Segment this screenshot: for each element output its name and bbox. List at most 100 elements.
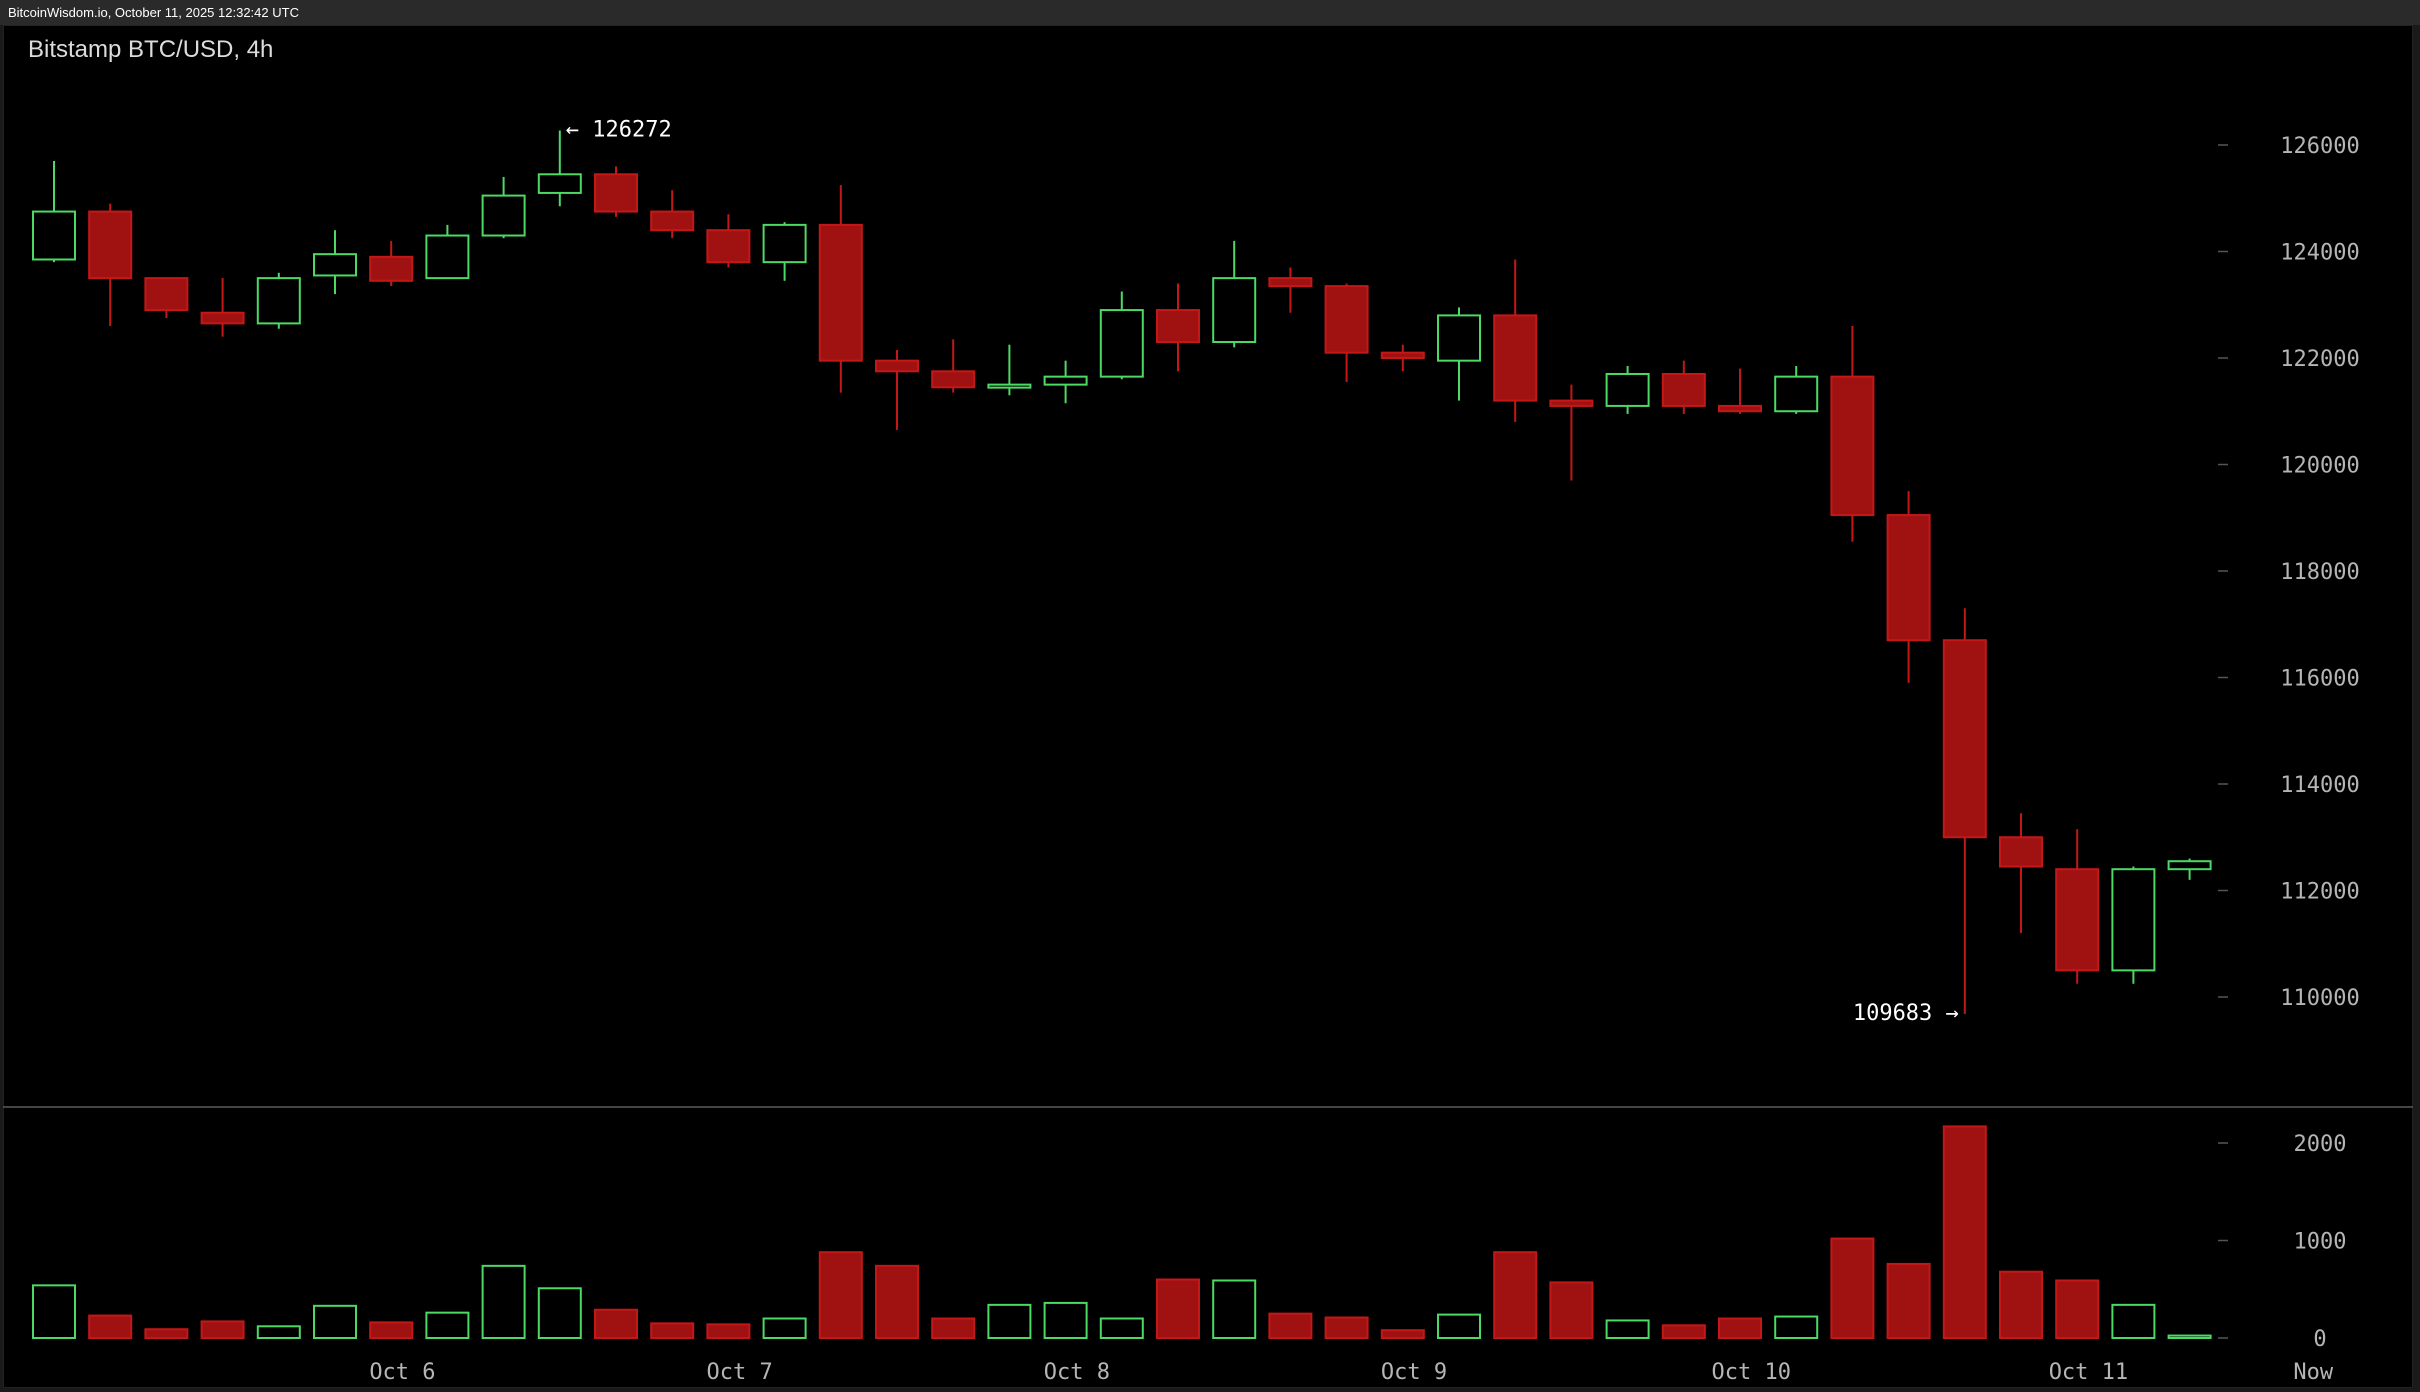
volume-bar-down bbox=[369, 1321, 414, 1340]
volume-bar-up bbox=[2111, 1303, 2156, 1339]
topbar: BitcoinWisdom.io, October 11, 2025 12:32… bbox=[0, 0, 2420, 25]
price-tick-label: 120000 bbox=[2280, 454, 2359, 479]
volume-bar-down bbox=[931, 1317, 976, 1339]
candle-down bbox=[931, 370, 976, 389]
candle-down bbox=[1324, 285, 1369, 354]
candle-up bbox=[537, 173, 582, 194]
volume-bar-up bbox=[1212, 1279, 1257, 1339]
volume-bar-up bbox=[256, 1325, 301, 1340]
candle-down bbox=[650, 210, 695, 232]
volume-bar-up bbox=[1099, 1317, 1144, 1339]
chart-title: Bitstamp BTC/USD, 4h bbox=[28, 36, 274, 63]
candle-down bbox=[875, 359, 919, 373]
volume-bar-down bbox=[200, 1320, 245, 1340]
candle-up bbox=[2111, 868, 2156, 972]
candle-down bbox=[1830, 375, 1875, 517]
volume-bar-down bbox=[1268, 1312, 1313, 1339]
price-tick-label: 118000 bbox=[2280, 560, 2359, 585]
candle-up bbox=[32, 210, 76, 261]
candle-down bbox=[818, 223, 863, 362]
volume-tick-label: 1000 bbox=[2294, 1230, 2347, 1255]
chart-panel bbox=[3, 25, 2413, 1388]
volume-bar-down bbox=[144, 1328, 189, 1339]
candle-down bbox=[1380, 351, 1425, 359]
volume-bar-up bbox=[1605, 1319, 1650, 1339]
candle-down bbox=[594, 173, 638, 213]
price-tick-label: 110000 bbox=[2280, 986, 2359, 1011]
volume-bar-down bbox=[1156, 1278, 1200, 1339]
price-tick-label: 126000 bbox=[2280, 134, 2359, 159]
candle-up bbox=[313, 253, 357, 277]
volume-bar-up bbox=[1043, 1301, 1088, 1340]
candle-up bbox=[762, 223, 807, 264]
volume-bar-down bbox=[1718, 1317, 1762, 1339]
candle-up bbox=[481, 194, 526, 237]
volume-bar-down bbox=[2055, 1279, 2100, 1339]
candle-down bbox=[1661, 372, 1706, 407]
x-tick-label: Oct 9 bbox=[1381, 1360, 1447, 1385]
candle-down bbox=[369, 255, 414, 282]
volume-bar-down bbox=[1661, 1324, 1706, 1339]
x-tick-label: Oct 7 bbox=[707, 1360, 773, 1385]
volume-bar-down bbox=[650, 1322, 695, 1339]
volume-bar-down bbox=[706, 1323, 751, 1339]
candle-up bbox=[1605, 372, 1650, 407]
candle-down bbox=[1942, 639, 1987, 839]
candle-down bbox=[144, 277, 189, 312]
high-annotation: ← 126272 bbox=[566, 118, 672, 143]
candle-down bbox=[1493, 314, 1538, 402]
volume-bar-down bbox=[1942, 1125, 1987, 1340]
volume-bar-down bbox=[88, 1314, 133, 1339]
candle-down bbox=[1549, 399, 1594, 407]
volume-bar-up bbox=[1437, 1313, 1481, 1339]
candle-down bbox=[706, 229, 751, 264]
candle-up bbox=[1099, 309, 1144, 378]
candle-down bbox=[2055, 868, 2100, 972]
price-tick-label: 116000 bbox=[2280, 667, 2359, 692]
x-tick-label: Oct 8 bbox=[1044, 1360, 1110, 1385]
volume-bar-down bbox=[1830, 1237, 1875, 1340]
candle-up bbox=[1043, 375, 1088, 386]
x-tick-label: Oct 6 bbox=[369, 1360, 435, 1385]
volume-bar-down bbox=[875, 1264, 919, 1339]
candle-down bbox=[1156, 309, 1200, 344]
candle-down bbox=[200, 311, 245, 325]
price-tick-label: 122000 bbox=[2280, 347, 2359, 372]
volume-bar-up bbox=[313, 1304, 357, 1339]
candle-up bbox=[987, 383, 1032, 389]
volume-bar-up bbox=[987, 1303, 1032, 1339]
candle-down bbox=[1886, 514, 1931, 642]
volume-bar-up bbox=[1774, 1315, 1819, 1340]
volume-bar-down bbox=[1324, 1316, 1369, 1340]
volume-bar-up bbox=[32, 1284, 76, 1339]
volume-bar-down bbox=[1549, 1281, 1594, 1340]
volume-bar-up bbox=[481, 1264, 526, 1339]
candle-up bbox=[425, 234, 470, 280]
x-tick-label: Oct 11 bbox=[2049, 1360, 2128, 1385]
volume-bar-up bbox=[425, 1311, 470, 1340]
price-tick-label: 124000 bbox=[2280, 241, 2359, 266]
volume-bar-down bbox=[594, 1308, 638, 1339]
candle-up bbox=[1437, 314, 1481, 362]
volume-bar-down bbox=[1493, 1251, 1538, 1339]
volume-tick-label: 0 bbox=[2313, 1327, 2326, 1352]
candle-down bbox=[1268, 277, 1313, 288]
candle-down bbox=[88, 210, 133, 280]
candle-up bbox=[2167, 860, 2212, 871]
candle-down bbox=[1999, 836, 2043, 868]
price-tick-label: 112000 bbox=[2280, 880, 2359, 905]
x-tick-label: Oct 10 bbox=[1711, 1360, 1790, 1385]
low-annotation: 109683 → bbox=[1853, 1001, 1959, 1026]
volume-bar-down bbox=[1886, 1262, 1931, 1340]
volume-bar-down bbox=[1380, 1329, 1425, 1339]
volume-bar-down bbox=[1999, 1270, 2043, 1339]
candle-up bbox=[1774, 375, 1819, 413]
candle-down bbox=[1718, 404, 1762, 413]
candle-up bbox=[256, 277, 301, 325]
price-tick-label: 114000 bbox=[2280, 773, 2359, 798]
volume-bar-down bbox=[818, 1251, 863, 1339]
volume-bar-up bbox=[537, 1287, 582, 1340]
volume-bar-up bbox=[762, 1317, 807, 1339]
candle-up bbox=[1212, 277, 1257, 344]
